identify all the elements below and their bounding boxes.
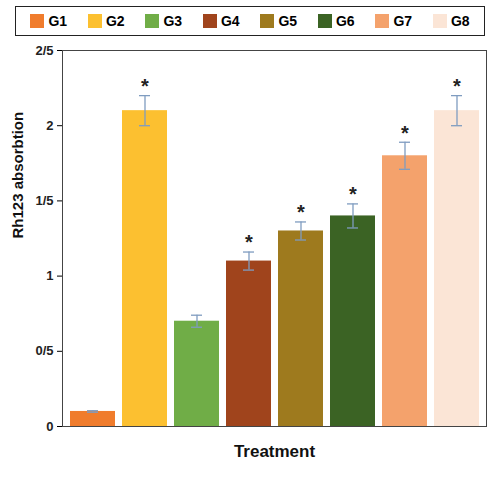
html-text:G4: G4 [220, 13, 240, 29]
svg-text:*: * [401, 122, 409, 144]
svg-text:0: 0 [46, 419, 53, 434]
html-text:G3: G3 [163, 13, 183, 29]
svg-text:2/5: 2/5 [35, 43, 53, 58]
svg-text:*: * [141, 75, 149, 97]
html-text:G5: G5 [278, 13, 298, 29]
svg-text:1: 1 [46, 268, 53, 283]
svg-text:2: 2 [46, 118, 53, 133]
svg-text:Treatment: Treatment [234, 442, 316, 461]
svg-text:*: * [245, 231, 253, 253]
html-text:G2: G2 [105, 13, 125, 29]
html-text:G1: G1 [48, 13, 68, 29]
html-text:G7: G7 [393, 13, 413, 29]
svg-text:*: * [297, 201, 305, 223]
html-text:G6: G6 [335, 13, 355, 29]
svg-text:*: * [349, 183, 357, 205]
svg-text:1/5: 1/5 [35, 193, 53, 208]
html-text:G8: G8 [450, 13, 470, 29]
svg-text:Rh123 absorbtion: Rh123 absorbtion [9, 112, 26, 239]
svg-text:0/5: 0/5 [35, 343, 53, 358]
svg-text:*: * [453, 75, 461, 97]
